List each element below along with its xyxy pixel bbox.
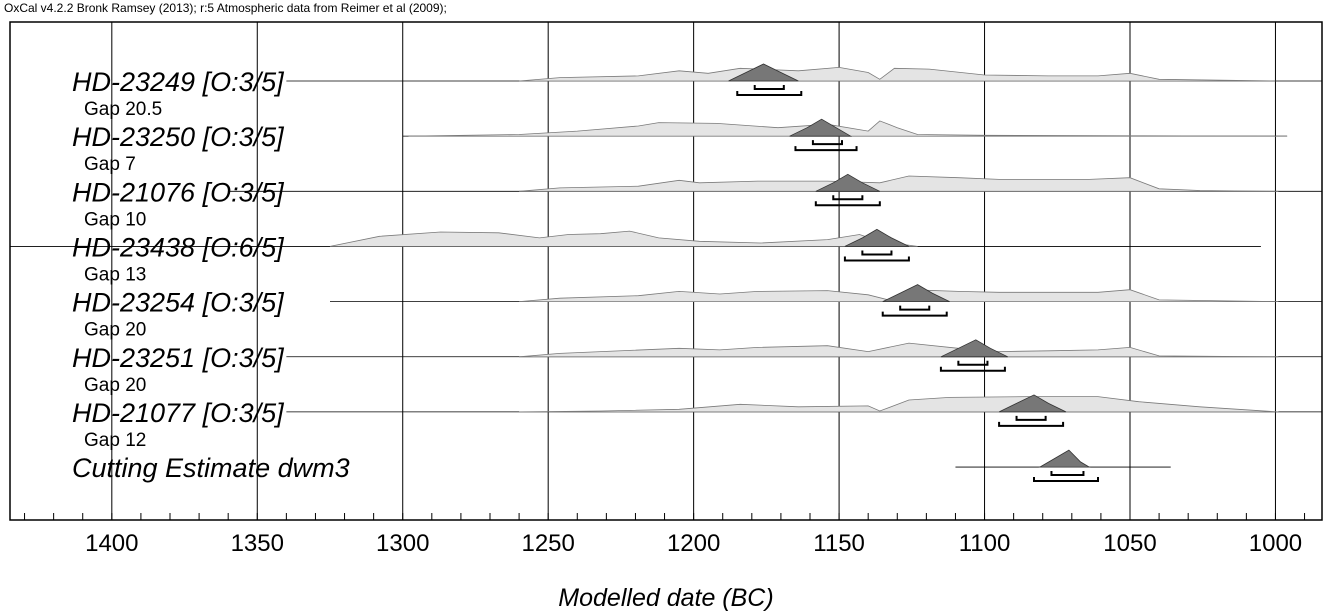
gap-label: Gap 12 [84, 430, 146, 451]
x-axis-label: Modelled date (BC) [558, 584, 773, 612]
posterior-distribution [940, 339, 1008, 358]
prior-distribution [519, 342, 1279, 358]
row-name: HD-23250 [O:3/5] [72, 122, 285, 152]
prior-distribution [329, 230, 918, 247]
range-bracket [899, 305, 931, 311]
range-bracket [814, 201, 881, 207]
posterior-distribution [815, 173, 880, 192]
gap-label: Gap 13 [84, 264, 146, 285]
x-tick-label: 1150 [813, 530, 865, 557]
plot-frame [9, 21, 1323, 521]
posterior-distribution [728, 63, 799, 82]
x-tick-label: 1250 [521, 530, 574, 557]
row-name: HD-23251 [O:3/5] [72, 343, 285, 373]
row-name: HD-23249 [O:3/5] [72, 67, 285, 97]
gap-label: Gap 20 [84, 320, 146, 341]
range-bracket [843, 256, 910, 262]
x-tick-label: 1200 [667, 530, 720, 557]
prior-distribution [519, 175, 1279, 192]
prior-distribution [519, 66, 1276, 82]
posterior-distribution [998, 394, 1067, 413]
gap-label: Gap 20 [84, 375, 146, 396]
range-bracket [736, 91, 803, 96]
prior-distribution [408, 120, 1288, 137]
x-tick-label: 1300 [376, 530, 429, 557]
x-tick-label: 1000 [1249, 530, 1302, 557]
row-name: HD-23254 [O:3/5] [72, 288, 285, 318]
range-bracket [939, 366, 1006, 372]
posterior-distribution [882, 284, 950, 302]
range-bracket [861, 250, 893, 256]
x-tick-label: 1400 [85, 530, 138, 557]
range-bracket [881, 311, 948, 317]
range-bracket [998, 421, 1065, 427]
x-tick-label: 1350 [231, 530, 284, 557]
x-tick-label: 1050 [1103, 530, 1156, 557]
range-bracket [1033, 477, 1099, 483]
gap-label: Gap 7 [84, 154, 136, 175]
caption: OxCal v4.2.2 Bronk Ramsey (2013); r:5 At… [4, 1, 447, 15]
row-name: HD-21077 [O:3/5] [72, 398, 285, 428]
range-bracket [753, 85, 785, 90]
range-bracket [1050, 471, 1085, 477]
range-bracket [957, 360, 989, 366]
prior-distribution [519, 396, 1279, 413]
row-name: Cutting Estimate dwm3 [72, 453, 350, 483]
gap-label: Gap 20.5 [84, 99, 162, 120]
posterior-distribution [1038, 449, 1091, 468]
range-bracket [1015, 415, 1047, 421]
range-bracket [794, 146, 858, 152]
posterior-distribution [789, 118, 853, 137]
posterior-distribution [844, 228, 910, 247]
gap-label: Gap 10 [84, 209, 146, 230]
range-bracket [811, 140, 843, 146]
row-name: HD-23438 [O:6/5] [72, 232, 285, 262]
range-bracket [832, 195, 864, 201]
x-tick-label: 1100 [959, 530, 1011, 557]
row-name: HD-21076 [O:3/5] [72, 177, 285, 207]
